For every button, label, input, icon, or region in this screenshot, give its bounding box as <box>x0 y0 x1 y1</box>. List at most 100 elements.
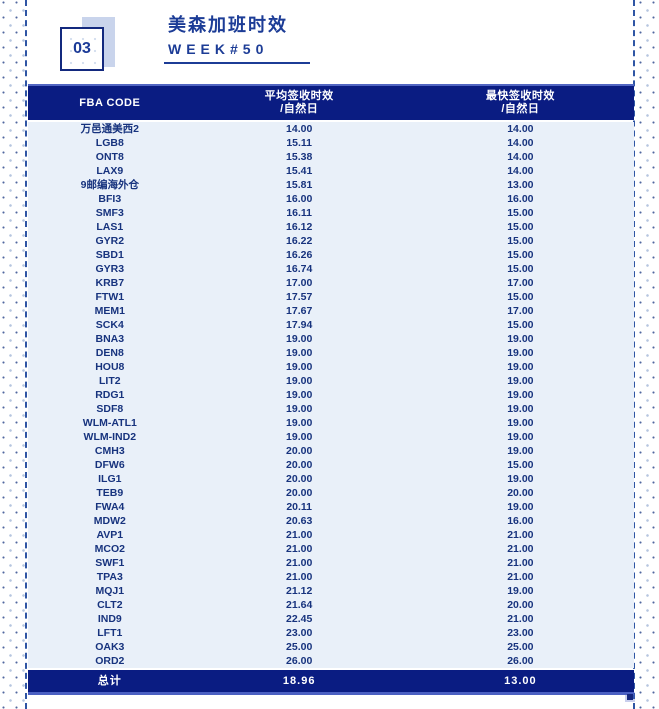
fastest-time-cell: 14.00 <box>507 165 534 177</box>
fastest-time-cell: 21.00 <box>507 557 534 569</box>
fastest-time-cell: 15.00 <box>507 235 534 247</box>
table-body: 万邑通美西2 14.00 14.00 LGB8 15.11 14.00 ONT8… <box>28 122 634 668</box>
fastest-time-cell: 19.00 <box>507 361 534 373</box>
table-header-row: FBA CODE 平均签收时效 /自然日 最快签收时效 /自然日 <box>28 84 634 120</box>
avg-time-cell: 15.38 <box>286 151 313 163</box>
fastest-time-cell: 13.00 <box>507 179 534 191</box>
fba-code-cell: MQJ1 <box>95 585 125 597</box>
fastest-time-cell: 26.00 <box>507 655 534 667</box>
fba-code-cell: GYR2 <box>95 235 125 247</box>
page-title: 美森加班时效 <box>168 15 288 35</box>
fastest-time-cell: 19.00 <box>507 585 534 597</box>
table-row: MEM1 17.67 17.00 <box>28 304 634 318</box>
fastest-time-cell: 17.00 <box>507 277 534 289</box>
fba-code-cell: DFW6 <box>94 459 125 471</box>
fba-code-cell: SMF3 <box>95 207 124 219</box>
fba-code-cell: MEM1 <box>94 305 125 317</box>
fastest-time-cell: 16.00 <box>507 193 534 205</box>
table-row: KRB7 17.00 17.00 <box>28 276 634 290</box>
fastest-time-cell: 15.00 <box>507 263 534 275</box>
fba-code-cell: SBD1 <box>95 249 124 261</box>
fba-code-cell: GYR3 <box>95 263 125 275</box>
avg-time-cell: 19.00 <box>286 389 313 401</box>
table-row: 9邮编海外仓 15.81 13.00 <box>28 178 634 192</box>
total-fastest-value: 13.00 <box>504 675 537 687</box>
table-row: RDG1 19.00 19.00 <box>28 388 634 402</box>
table-row: SDF8 19.00 19.00 <box>28 402 634 416</box>
fastest-time-cell: 14.00 <box>507 151 534 163</box>
fastest-time-cell: 20.00 <box>507 599 534 611</box>
table-row: LIT2 19.00 19.00 <box>28 374 634 388</box>
column-header-label: 平均签收时效 <box>264 90 334 102</box>
table-row: LAX9 15.41 14.00 <box>28 164 634 178</box>
fba-code-cell: IND9 <box>97 613 122 625</box>
table-row: 万邑通美西2 14.00 14.00 <box>28 122 634 136</box>
week-label: WEEK#50 <box>168 41 269 57</box>
table-row: LFT1 23.00 23.00 <box>28 626 634 640</box>
fastest-time-cell: 21.00 <box>507 529 534 541</box>
avg-time-cell: 21.12 <box>286 585 313 597</box>
total-avg-value: 18.96 <box>282 675 316 687</box>
avg-time-cell: 16.11 <box>286 207 313 219</box>
fastest-time-cell: 19.00 <box>507 347 534 359</box>
fba-code-cell: HOU8 <box>95 361 125 373</box>
table-row: DFW6 20.00 15.00 <box>28 458 634 472</box>
table-row: MCO2 21.00 21.00 <box>28 542 634 556</box>
dotted-pattern-right <box>637 0 659 709</box>
fba-code-cell: WLM-ATL1 <box>82 417 137 429</box>
table-row: GYR3 16.74 15.00 <box>28 262 634 276</box>
avg-time-cell: 17.94 <box>286 319 313 331</box>
fastest-time-cell: 20.00 <box>507 487 534 499</box>
column-header-label: FBA CODE <box>79 96 141 109</box>
table-row: WLM-IND2 19.00 19.00 <box>28 430 634 444</box>
fastest-time-cell: 19.00 <box>507 501 534 513</box>
fastest-time-cell: 15.00 <box>507 459 534 471</box>
table-row: BFI3 16.00 16.00 <box>28 192 634 206</box>
timing-table: FBA CODE 平均签收时效 /自然日 最快签收时效 /自然日 万邑通美西2 … <box>28 84 634 695</box>
table-row: LAS1 16.12 15.00 <box>28 220 634 234</box>
fba-code-cell: BFI3 <box>98 193 122 205</box>
fastest-time-cell: 14.00 <box>507 137 534 149</box>
table-row: DEN8 19.00 19.00 <box>28 346 634 360</box>
fastest-time-cell: 21.00 <box>507 543 534 555</box>
fba-code-cell: OAK3 <box>95 641 125 653</box>
fastest-time-cell: 21.00 <box>507 613 534 625</box>
avg-time-cell: 21.00 <box>286 543 313 555</box>
avg-time-cell: 20.00 <box>286 473 313 485</box>
fastest-time-cell: 19.00 <box>507 473 534 485</box>
fastest-time-cell: 15.00 <box>507 221 534 233</box>
avg-time-cell: 21.00 <box>286 557 313 569</box>
avg-time-cell: 19.00 <box>286 403 313 415</box>
table-row: ORD2 26.00 26.00 <box>28 654 634 668</box>
fba-code-cell: SCK4 <box>95 319 124 331</box>
table-row: LGB8 15.11 14.00 <box>28 136 634 150</box>
fba-code-cell: LGB8 <box>95 137 124 149</box>
avg-time-cell: 16.12 <box>286 221 313 233</box>
table-row: ILG1 20.00 19.00 <box>28 472 634 486</box>
fba-code-cell: SWF1 <box>95 557 125 569</box>
table-row: FTW1 17.57 15.00 <box>28 290 634 304</box>
fastest-time-cell: 19.00 <box>507 445 534 457</box>
section-number-badge: 03 <box>60 27 104 71</box>
fba-code-cell: AVP1 <box>96 529 124 541</box>
fba-code-cell: LAX9 <box>96 165 124 177</box>
table-row: SWF1 21.00 21.00 <box>28 556 634 570</box>
avg-time-cell: 25.00 <box>286 641 313 653</box>
fba-code-cell: WLM-IND2 <box>83 431 137 443</box>
column-header-sublabel: /自然日 <box>280 103 319 115</box>
fastest-time-cell: 25.00 <box>507 641 534 653</box>
avg-time-cell: 17.00 <box>286 277 313 289</box>
section-number: 03 <box>73 40 91 57</box>
fastest-time-cell: 15.00 <box>507 249 534 261</box>
title-underline <box>164 62 310 64</box>
avg-time-cell: 16.00 <box>286 193 313 205</box>
table-row: SMF3 16.11 15.00 <box>28 206 634 220</box>
fba-code-cell: FWA4 <box>95 501 125 513</box>
avg-time-cell: 20.63 <box>286 515 313 527</box>
fastest-time-cell: 19.00 <box>507 417 534 429</box>
avg-time-cell: 23.00 <box>286 627 313 639</box>
fba-code-cell: KRB7 <box>95 277 125 289</box>
table-row: ONT8 15.38 14.00 <box>28 150 634 164</box>
fastest-time-cell: 19.00 <box>507 333 534 345</box>
